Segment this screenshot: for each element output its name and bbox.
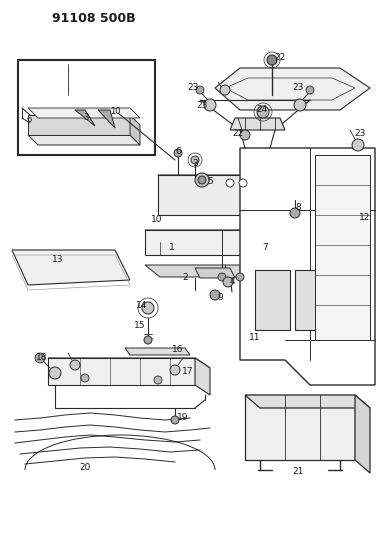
Polygon shape — [270, 175, 285, 225]
Polygon shape — [28, 108, 140, 118]
Polygon shape — [158, 175, 285, 190]
Text: 23: 23 — [354, 128, 366, 138]
Polygon shape — [48, 358, 210, 368]
Circle shape — [144, 336, 152, 344]
Circle shape — [191, 156, 199, 164]
Polygon shape — [255, 270, 290, 330]
Text: 9: 9 — [217, 293, 223, 302]
Circle shape — [239, 179, 247, 187]
Polygon shape — [12, 250, 130, 285]
Text: 3: 3 — [192, 158, 198, 167]
Polygon shape — [245, 395, 370, 408]
Text: 3: 3 — [83, 112, 89, 122]
Text: 15: 15 — [134, 320, 146, 329]
Circle shape — [294, 99, 306, 111]
Text: 10: 10 — [151, 215, 163, 224]
Polygon shape — [125, 348, 190, 355]
Circle shape — [267, 55, 277, 65]
Text: 24: 24 — [257, 106, 268, 115]
Polygon shape — [195, 268, 235, 278]
Polygon shape — [315, 155, 370, 340]
Circle shape — [210, 290, 220, 300]
Text: 91108 500B: 91108 500B — [52, 12, 136, 25]
Polygon shape — [48, 358, 195, 385]
Text: 7: 7 — [262, 244, 268, 253]
Polygon shape — [158, 175, 270, 215]
Text: 21: 21 — [292, 467, 304, 477]
Text: 14: 14 — [136, 302, 148, 311]
Text: 22: 22 — [275, 53, 286, 62]
Text: 23: 23 — [196, 101, 208, 109]
Polygon shape — [245, 395, 355, 460]
Circle shape — [70, 360, 80, 370]
Text: 23: 23 — [292, 84, 304, 93]
Text: 16: 16 — [172, 345, 184, 354]
Text: 13: 13 — [52, 255, 64, 264]
Text: 19: 19 — [177, 414, 189, 423]
Circle shape — [306, 86, 314, 94]
Circle shape — [81, 374, 89, 382]
Circle shape — [218, 273, 226, 281]
Circle shape — [35, 353, 45, 363]
Circle shape — [196, 86, 204, 94]
Text: 22: 22 — [232, 128, 243, 138]
Polygon shape — [275, 230, 290, 265]
Polygon shape — [240, 148, 375, 385]
Text: 20: 20 — [79, 464, 91, 472]
Text: 6: 6 — [175, 147, 181, 156]
Polygon shape — [295, 270, 330, 330]
Text: 23: 23 — [187, 84, 199, 93]
Text: 8: 8 — [295, 204, 301, 213]
Text: 17: 17 — [182, 367, 194, 376]
Circle shape — [142, 302, 154, 314]
Text: 11: 11 — [249, 334, 261, 343]
Polygon shape — [230, 118, 285, 130]
Polygon shape — [75, 110, 95, 126]
Circle shape — [198, 176, 206, 184]
Circle shape — [226, 179, 234, 187]
Circle shape — [236, 273, 244, 281]
Polygon shape — [355, 395, 370, 473]
Polygon shape — [215, 68, 370, 110]
Polygon shape — [130, 115, 140, 145]
Text: 6: 6 — [26, 116, 32, 125]
Polygon shape — [145, 230, 275, 255]
Polygon shape — [145, 265, 290, 277]
Circle shape — [154, 376, 162, 384]
Circle shape — [195, 173, 209, 187]
Circle shape — [171, 416, 179, 424]
Circle shape — [290, 208, 300, 218]
Polygon shape — [98, 110, 115, 128]
Circle shape — [170, 365, 180, 375]
Polygon shape — [18, 60, 155, 155]
Text: 18: 18 — [36, 353, 48, 362]
Text: 1: 1 — [169, 244, 175, 253]
Polygon shape — [145, 230, 290, 242]
Polygon shape — [28, 115, 130, 135]
Circle shape — [352, 139, 364, 151]
Circle shape — [223, 277, 233, 287]
Circle shape — [49, 367, 61, 379]
Text: 4: 4 — [229, 278, 235, 287]
Circle shape — [174, 149, 182, 157]
Text: 5: 5 — [207, 177, 213, 187]
Circle shape — [204, 99, 216, 111]
Text: 10: 10 — [110, 107, 120, 116]
Text: 12: 12 — [359, 214, 371, 222]
Text: 2: 2 — [182, 273, 188, 282]
Polygon shape — [195, 358, 210, 395]
Polygon shape — [28, 135, 140, 145]
Circle shape — [220, 85, 230, 95]
Circle shape — [240, 130, 250, 140]
Circle shape — [257, 106, 269, 118]
